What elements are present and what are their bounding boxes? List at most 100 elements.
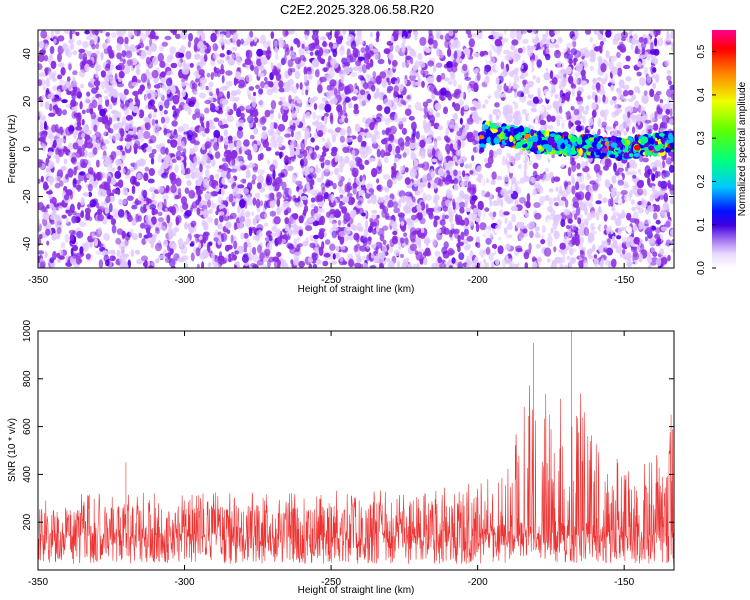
heatmap-cell [543, 173, 551, 182]
heatmap-cell [633, 236, 640, 245]
heatmap-cell [452, 155, 458, 163]
heatmap-cell [67, 84, 73, 91]
heatmap-cell [556, 120, 561, 127]
heatmap-cell [279, 151, 283, 159]
heatmap-cell [112, 208, 119, 217]
heatmap-cell [352, 185, 357, 195]
heatmap-cell [584, 207, 588, 216]
heatmap-cell [226, 80, 233, 87]
heatmap-cell [98, 259, 104, 268]
heatmap-cell [213, 129, 221, 139]
heatmap-cell [363, 82, 369, 90]
heatmap-cell [379, 71, 387, 79]
heatmap-cell [105, 63, 111, 69]
heatmap-cell [177, 187, 182, 195]
heatmap-cell [235, 52, 240, 62]
heatmap-cell [210, 32, 217, 43]
heatmap-cell [194, 167, 200, 173]
heatmap-cell [512, 63, 519, 69]
heatmap-cell [319, 58, 326, 65]
heatmap-cell [147, 61, 154, 69]
heatmap-cell [115, 132, 121, 140]
heatmap-cell [554, 93, 559, 99]
heatmap-cell [144, 116, 151, 124]
heatmap-cell [65, 173, 69, 180]
heatmap-cell [39, 115, 47, 121]
heatmap-cell [409, 74, 416, 81]
heatmap-cell [410, 214, 417, 221]
heatmap-cell [188, 189, 196, 199]
heatmap-cell [50, 30, 54, 39]
heatmap-cell [365, 131, 373, 138]
heatmap-cell [437, 125, 444, 131]
heatmap-cell [121, 168, 126, 175]
heatmap-cell [265, 54, 270, 60]
heatmap-cell [166, 92, 174, 102]
heatmap-cell [488, 252, 494, 261]
heatmap-cell [159, 104, 163, 112]
heatmap-cell [60, 66, 66, 76]
heatmap-cell [126, 195, 134, 201]
heatmap-cell [54, 182, 61, 189]
heatmap-cell [644, 119, 652, 124]
heatmap-cell [159, 92, 164, 98]
heatmap-cell [361, 212, 366, 217]
heatmap-cell [324, 166, 330, 173]
heatmap-cell [57, 205, 63, 210]
heatmap-cell [293, 251, 300, 260]
heatmap-cell [456, 195, 464, 203]
heatmap-cell [249, 60, 254, 71]
heatmap-cell [576, 162, 581, 170]
heatmap-cell [231, 34, 238, 41]
heatmap-cell [434, 204, 441, 214]
heatmap-cell [474, 135, 480, 141]
heatmap-cell [379, 262, 384, 268]
heatmap-cell [366, 243, 370, 249]
heatmap-cell [619, 46, 627, 53]
heatmap-cell [261, 126, 267, 131]
heatmap-cell [155, 228, 160, 235]
heatmap-cell [168, 258, 176, 267]
heatmap-cell [98, 227, 102, 235]
heatmap-cell [596, 56, 603, 62]
heatmap-cell [653, 93, 660, 102]
heatmap-cell [602, 94, 606, 103]
heatmap-cell [491, 261, 495, 268]
heatmap-cell [667, 254, 671, 262]
heatmap-cell [559, 160, 565, 168]
heatmap-cell [544, 222, 553, 228]
heatmap-cell [81, 242, 87, 250]
heatmap-cell [367, 157, 376, 162]
heatmap-cell [348, 258, 354, 268]
heatmap-cell [376, 148, 381, 158]
heatmap-cell [125, 50, 133, 59]
heatmap-cell [595, 200, 602, 205]
heatmap-cell [255, 84, 260, 90]
heatmap-cell [92, 147, 98, 156]
heatmap-cell [307, 74, 313, 80]
heatmap-cell [623, 130, 628, 136]
heatmap-cell [447, 80, 453, 85]
heatmap-cell [296, 39, 301, 48]
heatmap-cell [124, 174, 130, 179]
heatmap-cell [660, 256, 668, 265]
heatmap-cell [643, 67, 648, 75]
heatmap-cell [443, 157, 447, 167]
heatmap-cell [608, 198, 612, 207]
heatmap-cell [100, 70, 106, 78]
heatmap-cell [338, 47, 345, 56]
heatmap-cell [469, 106, 477, 111]
heatmap-cell [338, 184, 343, 194]
heatmap-cell [544, 167, 550, 173]
heatmap-cell [444, 179, 451, 185]
heatmap-cell [264, 200, 268, 210]
heatmap-cell [509, 155, 515, 163]
heatmap-cell [598, 88, 606, 96]
heatmap-cell [204, 99, 212, 105]
heatmap-cell [559, 263, 564, 268]
heatmap-cell [580, 69, 586, 77]
heatmap-cell [641, 94, 649, 104]
heatmap-cell [302, 188, 307, 193]
heatmap-cell [102, 30, 106, 33]
heatmap-cell [654, 73, 660, 83]
